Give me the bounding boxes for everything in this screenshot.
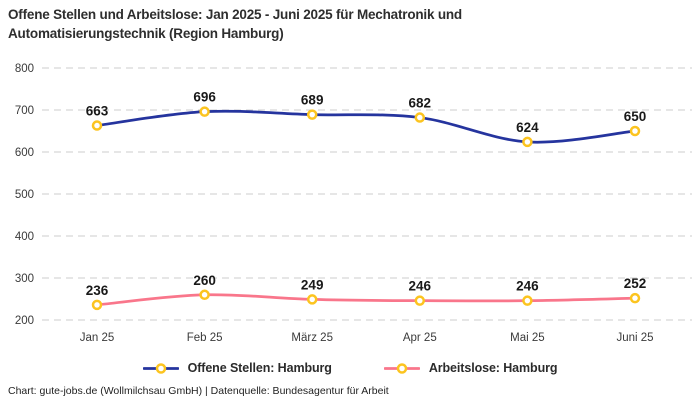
series-line-arbeitslose-hamburg	[95, 293, 637, 307]
data-point-marker	[414, 112, 426, 123]
data-point-label: 246	[516, 279, 539, 294]
legend-line-marker-icon	[142, 362, 179, 374]
data-point-label: 246	[409, 279, 432, 294]
data-point-marker	[306, 294, 318, 305]
y-axis-tick-label: 800	[15, 63, 34, 75]
data-point-label: 663	[86, 104, 109, 119]
data-point-marker	[199, 289, 210, 301]
data-point-marker	[414, 295, 426, 306]
data-point-marker	[522, 136, 533, 148]
y-axis-tick-label: 200	[15, 315, 34, 327]
data-point-label: 252	[624, 276, 647, 291]
x-axis-tick-label: Apr 25	[403, 332, 437, 344]
data-point-marker	[91, 120, 103, 131]
y-axis-tick-label: 500	[15, 189, 34, 201]
data-point-marker	[629, 292, 641, 304]
chart-title-line2: Automatisierungstechnik (Region Hamburg)	[8, 26, 284, 41]
legend-label: Offene Stellen: Hamburg	[187, 361, 332, 375]
x-axis-tick-label: Feb 25	[187, 332, 223, 344]
data-point-label: 249	[301, 277, 324, 292]
data-point-label: 260	[193, 273, 216, 288]
legend-label: Arbeitslose: Hamburg	[428, 361, 558, 375]
data-point-label: 650	[624, 109, 647, 124]
chart-title-line1: Offene Stellen und Arbeitslose: Jan 2025…	[8, 7, 462, 22]
legend-line-marker-icon	[383, 362, 420, 374]
y-axis-tick-label: 400	[15, 231, 34, 243]
data-point-marker	[522, 295, 533, 306]
x-axis-tick-label: Jan 25	[80, 332, 115, 344]
chart-legend: Offene Stellen: Hamburg Arbeitslose: Hamb…	[0, 356, 700, 380]
data-point-marker	[91, 299, 103, 311]
y-axis-tick-label: 600	[15, 147, 34, 159]
chart-title: Offene Stellen und Arbeitslose: Jan 2025…	[8, 5, 648, 43]
data-point-marker	[199, 106, 210, 117]
legend-item-arbeitslose-hamburg: Arbeitslose: Hamburg	[383, 361, 558, 375]
x-axis-tick-label: März 25	[291, 332, 333, 344]
y-axis-tick-label: 300	[15, 273, 34, 285]
data-point-label: 682	[409, 96, 432, 111]
y-axis-tick-label: 700	[15, 105, 34, 117]
data-point-label: 236	[86, 283, 109, 298]
legend-item-offene-stellen-hamburg: Offene Stellen: Hamburg	[142, 361, 332, 375]
data-point-label: 624	[516, 120, 539, 135]
chart-footer: Chart: gute-jobs.de (Wollmilchsau GmbH) …	[8, 385, 389, 397]
data-point-marker	[629, 125, 641, 137]
x-axis-tick-label: Mai 25	[510, 332, 545, 344]
x-axis-tick-label: Juni 25	[616, 332, 653, 344]
data-point-label: 696	[193, 90, 216, 105]
data-point-marker	[306, 109, 318, 120]
line-chart: 200 300 400 500 600 700 800 Jan 25 Feb 25 März 25…	[15, 63, 692, 344]
data-point-label: 689	[301, 93, 324, 108]
series-line-offene-stellen-hamburg	[95, 109, 637, 144]
